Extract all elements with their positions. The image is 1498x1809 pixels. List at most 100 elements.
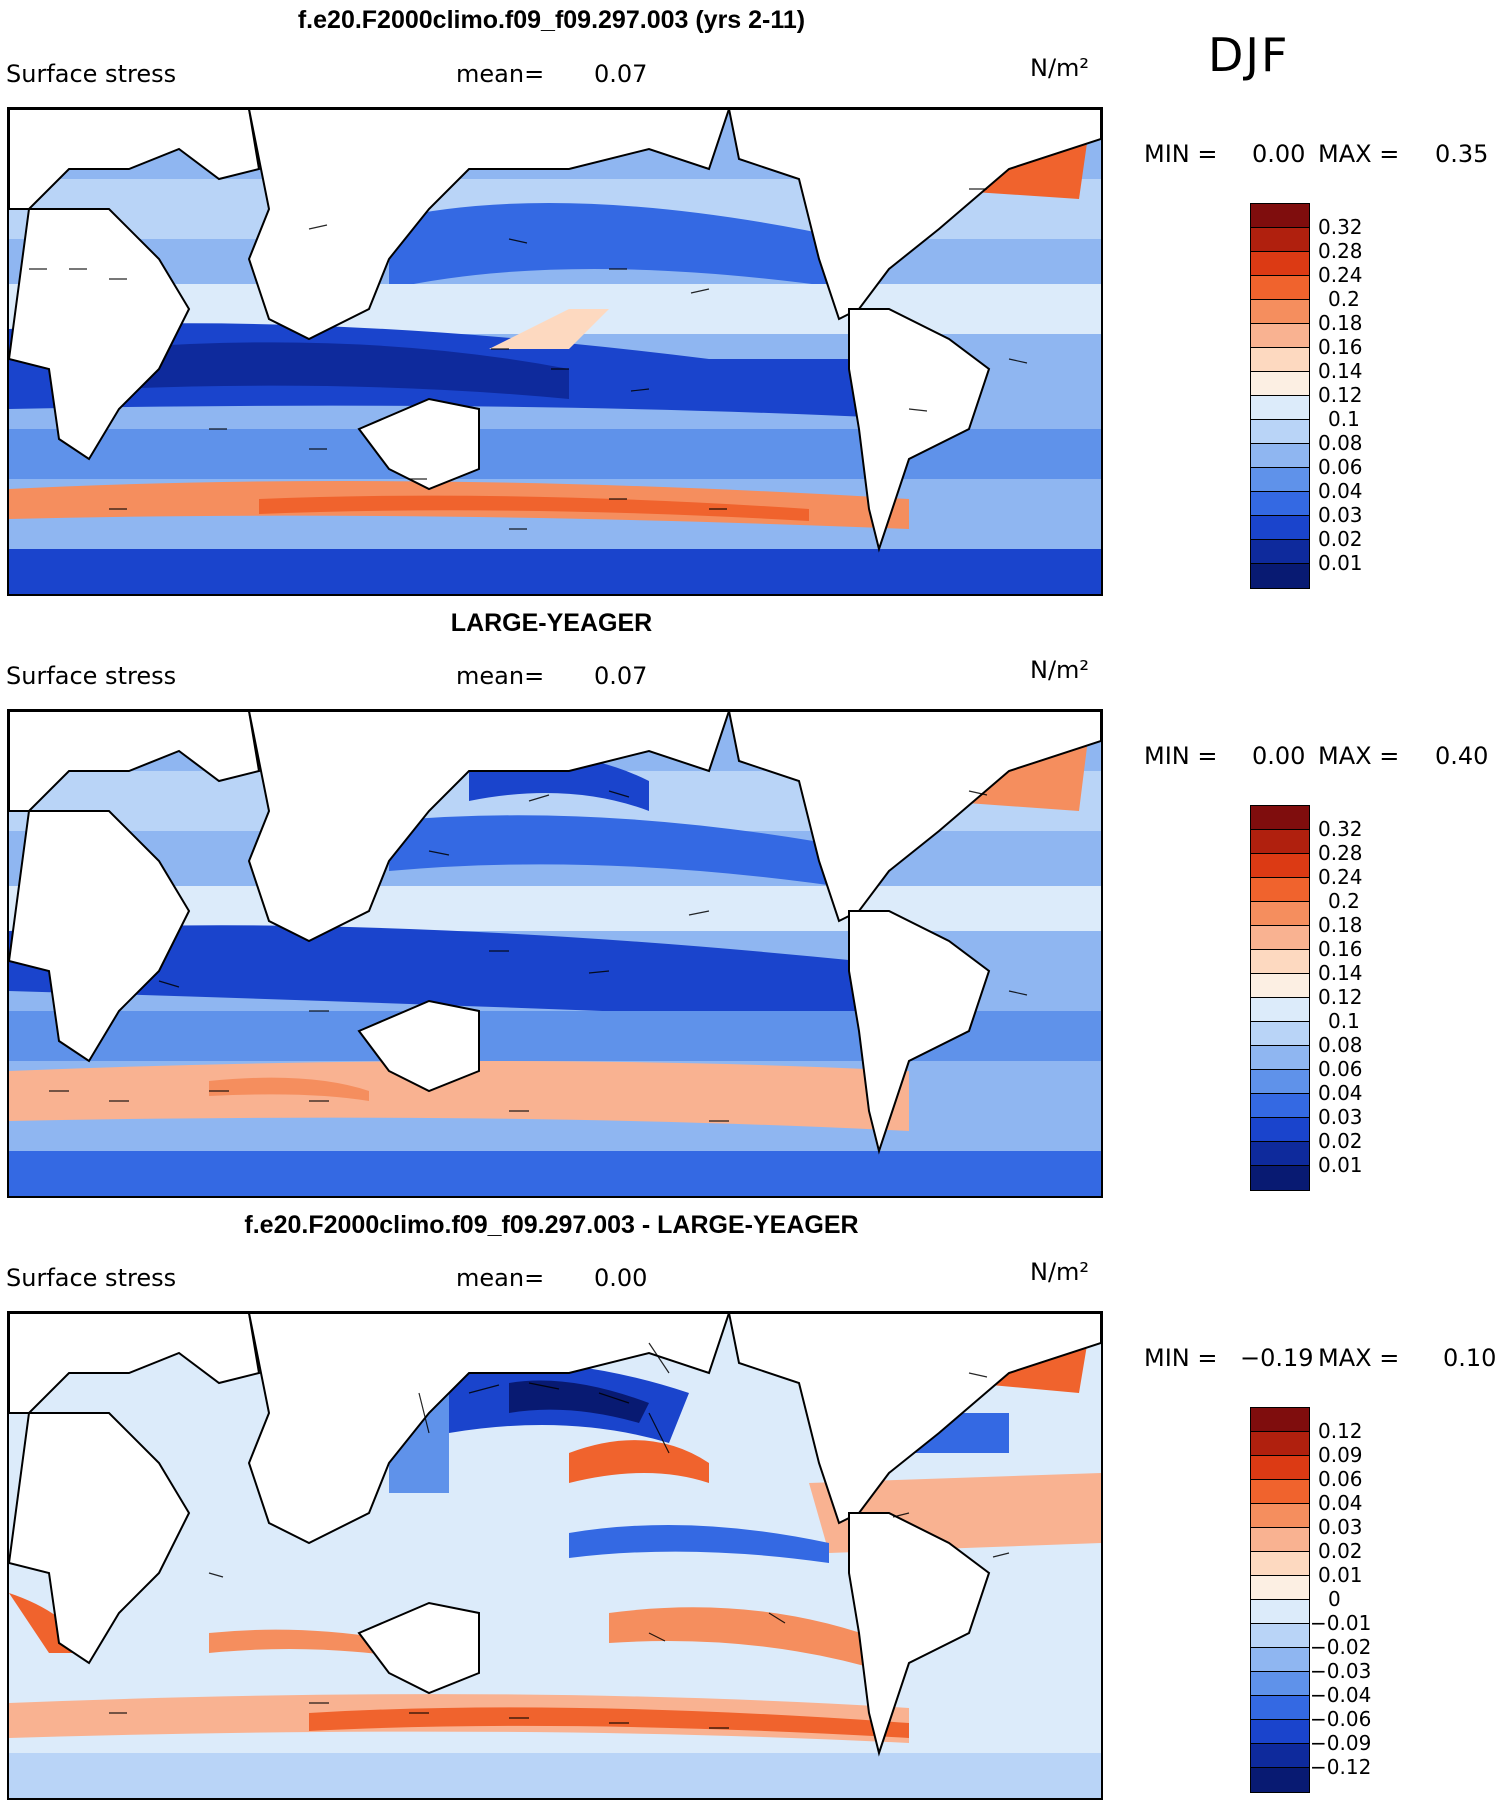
- panel-3-min-label: MIN =: [1144, 1344, 1218, 1372]
- panel-3-title: f.e20.F2000climo.f09_f09.297.003 - LARGE…: [244, 1211, 859, 1239]
- panel-2-min-value: 0.00: [1252, 742, 1306, 770]
- colorbar-tick-label: 0.02: [1318, 1539, 1363, 1563]
- panel-1-max-value: 0.35: [1435, 140, 1489, 168]
- colorbar-swatch: [1251, 1720, 1309, 1744]
- colorbar-tick-label: −0.06: [1310, 1707, 1372, 1731]
- colorbar-swatch: [1251, 950, 1309, 974]
- colorbar-swatch: [1251, 1456, 1309, 1480]
- colorbar-swatch: [1251, 1696, 1309, 1720]
- colorbar-swatch: [1251, 902, 1309, 926]
- colorbar-tick-label: 0.32: [1318, 817, 1363, 841]
- colorbar-tick-label: 0.16: [1318, 937, 1363, 961]
- season-label: DJF: [1208, 28, 1290, 82]
- colorbar-swatch: [1251, 1744, 1309, 1768]
- panel-3-colorbar: [1250, 1407, 1310, 1793]
- map-2-svg: [9, 711, 1101, 1196]
- colorbar-tick-label: −0.03: [1310, 1659, 1372, 1683]
- colorbar-swatch: [1251, 1768, 1309, 1792]
- colorbar-swatch: [1251, 492, 1309, 516]
- colorbar-tick-label: 0.32: [1318, 215, 1363, 239]
- colorbar-tick-label: 0.08: [1318, 1033, 1363, 1057]
- colorbar-swatch: [1251, 926, 1309, 950]
- colorbar-tick-label: 0.03: [1318, 503, 1363, 527]
- colorbar-tick-label: 0.14: [1318, 961, 1363, 985]
- panel-1-max-label: MAX =: [1318, 140, 1400, 168]
- panel-1-min-label: MIN =: [1144, 140, 1218, 168]
- colorbar-swatch: [1251, 228, 1309, 252]
- colorbar-tick-label: 0.18: [1318, 311, 1363, 335]
- panel-3-units: N/m²: [1030, 1258, 1090, 1286]
- panel-3-map: [7, 1311, 1103, 1800]
- colorbar-swatch: [1251, 396, 1309, 420]
- colorbar-swatch: [1251, 1528, 1309, 1552]
- colorbar-tick-label: 0.03: [1318, 1515, 1363, 1539]
- colorbar-tick-label: 0.01: [1318, 551, 1363, 575]
- colorbar-swatch: [1251, 854, 1309, 878]
- panel-1-units: N/m²: [1030, 54, 1090, 82]
- colorbar-tick-label: 0.2: [1328, 287, 1360, 311]
- panel-2-mean-value: 0.07: [594, 662, 648, 690]
- panel-3-min-value: −0.19: [1240, 1344, 1314, 1372]
- colorbar-swatch: [1251, 252, 1309, 276]
- panel-2-max-label: MAX =: [1318, 742, 1400, 770]
- panel-3-mean-label: mean=: [456, 1264, 545, 1292]
- panel-3-max-label: MAX =: [1318, 1344, 1400, 1372]
- panel-2-variable: Surface stress: [6, 662, 177, 690]
- colorbar-swatch: [1251, 830, 1309, 854]
- colorbar-swatch: [1251, 348, 1309, 372]
- colorbar-swatch: [1251, 276, 1309, 300]
- colorbar-swatch: [1251, 1118, 1309, 1142]
- colorbar-swatch: [1251, 1046, 1309, 1070]
- panel-3-max-value: 0.10: [1443, 1344, 1497, 1372]
- colorbar-swatch: [1251, 1094, 1309, 1118]
- panel-1-colorbar: [1250, 203, 1310, 589]
- colorbar-tick-label: 0.01: [1318, 1563, 1363, 1587]
- colorbar-swatch: [1251, 1166, 1309, 1190]
- panel-3-mean-value: 0.00: [594, 1264, 648, 1292]
- panel-2-min-label: MIN =: [1144, 742, 1218, 770]
- colorbar-swatch: [1251, 1552, 1309, 1576]
- colorbar-tick-label: 0.1: [1328, 1009, 1360, 1033]
- colorbar-tick-label: 0.2: [1328, 889, 1360, 913]
- colorbar-tick-label: 0.1: [1328, 407, 1360, 431]
- colorbar-tick-label: 0.03: [1318, 1105, 1363, 1129]
- colorbar-tick-label: 0.16: [1318, 335, 1363, 359]
- colorbar-tick-label: 0.02: [1318, 527, 1363, 551]
- colorbar-swatch: [1251, 1022, 1309, 1046]
- colorbar-tick-label: 0.06: [1318, 1057, 1363, 1081]
- colorbar-swatch: [1251, 1576, 1309, 1600]
- colorbar-swatch: [1251, 540, 1309, 564]
- colorbar-swatch: [1251, 1672, 1309, 1696]
- map-1-svg: [9, 109, 1101, 594]
- colorbar-tick-label: 0.02: [1318, 1129, 1363, 1153]
- colorbar-swatch: [1251, 300, 1309, 324]
- colorbar-swatch: [1251, 1624, 1309, 1648]
- colorbar-tick-label: 0.09: [1318, 1443, 1363, 1467]
- colorbar-tick-label: 0.12: [1318, 383, 1363, 407]
- colorbar-swatch: [1251, 1070, 1309, 1094]
- colorbar-tick-label: −0.04: [1310, 1683, 1372, 1707]
- panel-1-variable: Surface stress: [6, 60, 177, 88]
- colorbar-swatch: [1251, 516, 1309, 540]
- colorbar-swatch: [1251, 1600, 1309, 1624]
- colorbar-tick-label: 0.08: [1318, 431, 1363, 455]
- colorbar-swatch: [1251, 420, 1309, 444]
- panel-1-title: f.e20.F2000climo.f09_f09.297.003 (yrs 2-…: [297, 6, 806, 34]
- colorbar-tick-label: −0.02: [1310, 1635, 1372, 1659]
- colorbar-swatch: [1251, 1432, 1309, 1456]
- panel-2-colorbar: [1250, 805, 1310, 1191]
- colorbar-swatch: [1251, 1408, 1309, 1432]
- panel-1-min-value: 0.00: [1252, 140, 1306, 168]
- colorbar-swatch: [1251, 372, 1309, 396]
- colorbar-swatch: [1251, 1480, 1309, 1504]
- colorbar-tick-label: 0.18: [1318, 913, 1363, 937]
- colorbar-swatch: [1251, 564, 1309, 588]
- colorbar-swatch: [1251, 878, 1309, 902]
- colorbar-tick-label: 0.12: [1318, 985, 1363, 1009]
- colorbar-tick-label: 0.28: [1318, 239, 1363, 263]
- colorbar-tick-label: 0.06: [1318, 1467, 1363, 1491]
- colorbar-swatch: [1251, 1648, 1309, 1672]
- colorbar-swatch: [1251, 324, 1309, 348]
- colorbar-swatch: [1251, 444, 1309, 468]
- panel-1-mean-value: 0.07: [594, 60, 648, 88]
